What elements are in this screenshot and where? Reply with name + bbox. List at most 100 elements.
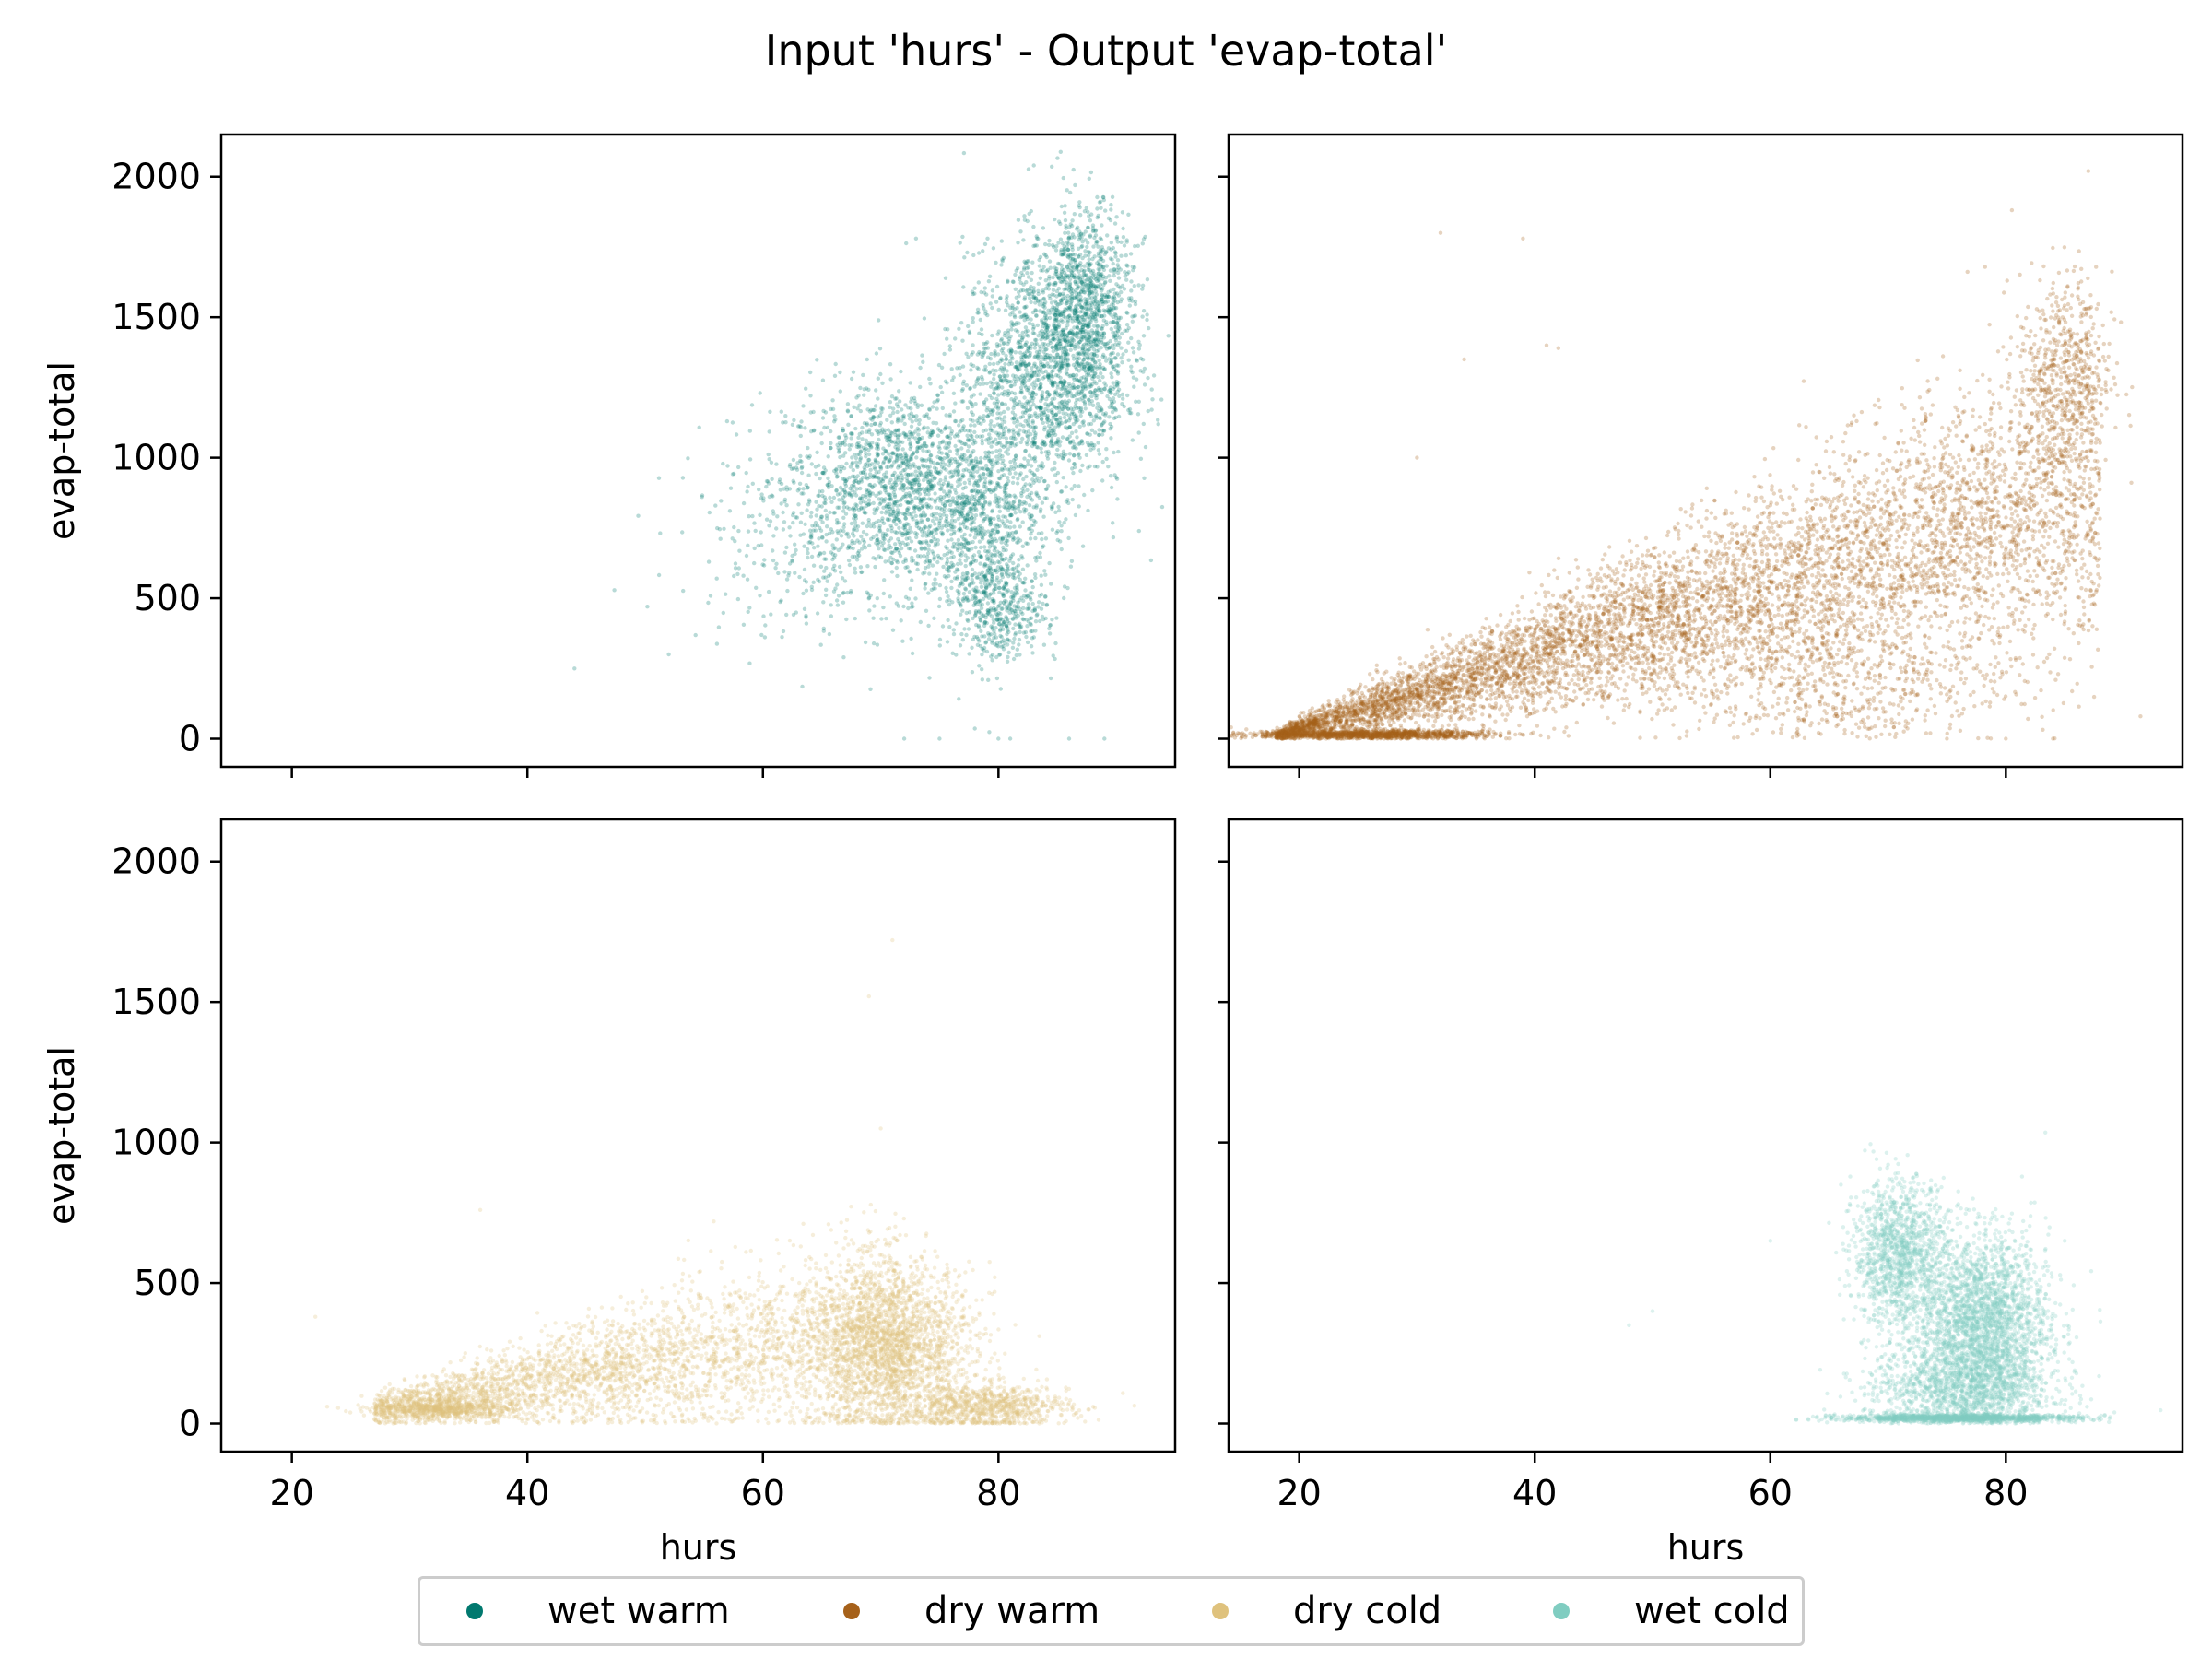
scatter-point — [995, 480, 1000, 486]
scatter-point — [1031, 442, 1037, 447]
scatter-point — [877, 413, 883, 418]
scatter-point — [839, 466, 843, 472]
scatter-point — [916, 478, 921, 483]
scatter-point — [1141, 334, 1147, 338]
scatter-point — [882, 534, 888, 538]
scatter-point — [1004, 297, 1009, 301]
scatter-point — [958, 522, 962, 526]
scatter-point — [916, 432, 921, 437]
scatter-point — [973, 513, 979, 518]
scatter-point — [1034, 364, 1039, 370]
scatter-point — [960, 234, 965, 240]
scatter-point — [981, 382, 986, 386]
scatter-point — [1071, 332, 1076, 337]
scatter-point — [1018, 310, 1022, 314]
scatter-point — [1053, 217, 1057, 222]
scatter-point — [1041, 335, 1046, 340]
scatter-point — [803, 426, 807, 430]
scatter-point — [893, 445, 898, 450]
scatter-point — [992, 424, 997, 429]
scatter-point — [1072, 253, 1077, 257]
scatter-point — [988, 380, 994, 384]
scatter-point — [946, 528, 950, 533]
scatter-point — [928, 469, 933, 474]
scatter-point — [982, 306, 986, 311]
scatter-point — [879, 510, 884, 515]
scatter-point — [949, 456, 954, 462]
scatter-point — [862, 387, 866, 392]
scatter-point — [920, 534, 925, 538]
scatter-point — [1025, 488, 1030, 492]
scatter-point — [992, 560, 997, 566]
scatter-point — [1065, 240, 1070, 245]
scatter-point — [825, 516, 830, 521]
scatter-point — [1032, 243, 1038, 248]
scatter-point — [1018, 385, 1024, 390]
scatter-point — [1088, 421, 1094, 427]
scatter-point — [784, 577, 790, 582]
scatter-point — [802, 567, 807, 572]
scatter-point — [959, 550, 965, 555]
scatter-point — [1078, 337, 1084, 342]
scatter-point — [1021, 405, 1026, 410]
scatter-point — [808, 514, 814, 519]
scatter-point — [994, 654, 999, 660]
scatter-point — [1035, 377, 1040, 382]
scatter-point — [940, 406, 945, 411]
scatter-point — [867, 409, 873, 414]
scatter-point — [746, 529, 751, 534]
scatter-point — [952, 512, 957, 516]
scatter-point — [969, 423, 973, 428]
scatter-point — [1091, 244, 1096, 249]
scatter-point — [841, 600, 846, 605]
scatter-point — [1084, 206, 1089, 210]
scatter-point — [944, 493, 948, 498]
scatter-point — [1050, 421, 1054, 426]
scatter-point — [1104, 447, 1109, 452]
scatter-point — [956, 537, 961, 543]
scatter-point — [938, 384, 943, 390]
scatter-point — [1100, 478, 1105, 483]
scatter-point — [913, 469, 918, 474]
scatter-point — [944, 413, 948, 418]
scatter-point — [996, 441, 1001, 445]
scatter-point — [1015, 424, 1019, 429]
scatter-point — [830, 398, 835, 403]
scatter-point — [830, 552, 835, 557]
scatter-point — [1020, 544, 1026, 548]
scatter-point — [918, 445, 923, 450]
scatter-point — [1067, 452, 1073, 456]
scatter-point — [1081, 272, 1087, 276]
scatter-point — [1039, 398, 1043, 404]
scatter-point — [884, 435, 888, 440]
scatter-point — [880, 406, 885, 411]
scatter-point — [1058, 221, 1063, 227]
scatter-point — [1027, 211, 1031, 217]
scatter-point — [1022, 507, 1027, 512]
scatter-point — [877, 347, 883, 351]
scatter-point — [867, 501, 872, 506]
scatter-point — [1136, 283, 1141, 288]
scatter-point — [1109, 241, 1114, 245]
scatter-point — [996, 393, 1001, 397]
scatter-point — [1035, 354, 1041, 359]
scatter-point — [1041, 362, 1045, 367]
scatter-point — [1010, 535, 1016, 540]
scatter-point — [1112, 221, 1118, 226]
scatter-point — [827, 631, 832, 637]
scatter-point — [989, 530, 994, 535]
scatter-point — [1013, 622, 1018, 627]
scatter-point — [1087, 314, 1091, 319]
scatter-point — [880, 479, 886, 484]
scatter-point — [946, 538, 950, 543]
scatter-point — [846, 422, 851, 427]
scatter-point — [1058, 375, 1063, 381]
scatter-point — [1088, 170, 1094, 175]
scatter-point — [954, 621, 959, 626]
scatter-point — [1057, 370, 1063, 374]
scatter-point — [1037, 464, 1041, 468]
scatter-point — [995, 352, 1001, 357]
scatter-point — [999, 497, 1004, 501]
scatter-point — [984, 438, 989, 442]
